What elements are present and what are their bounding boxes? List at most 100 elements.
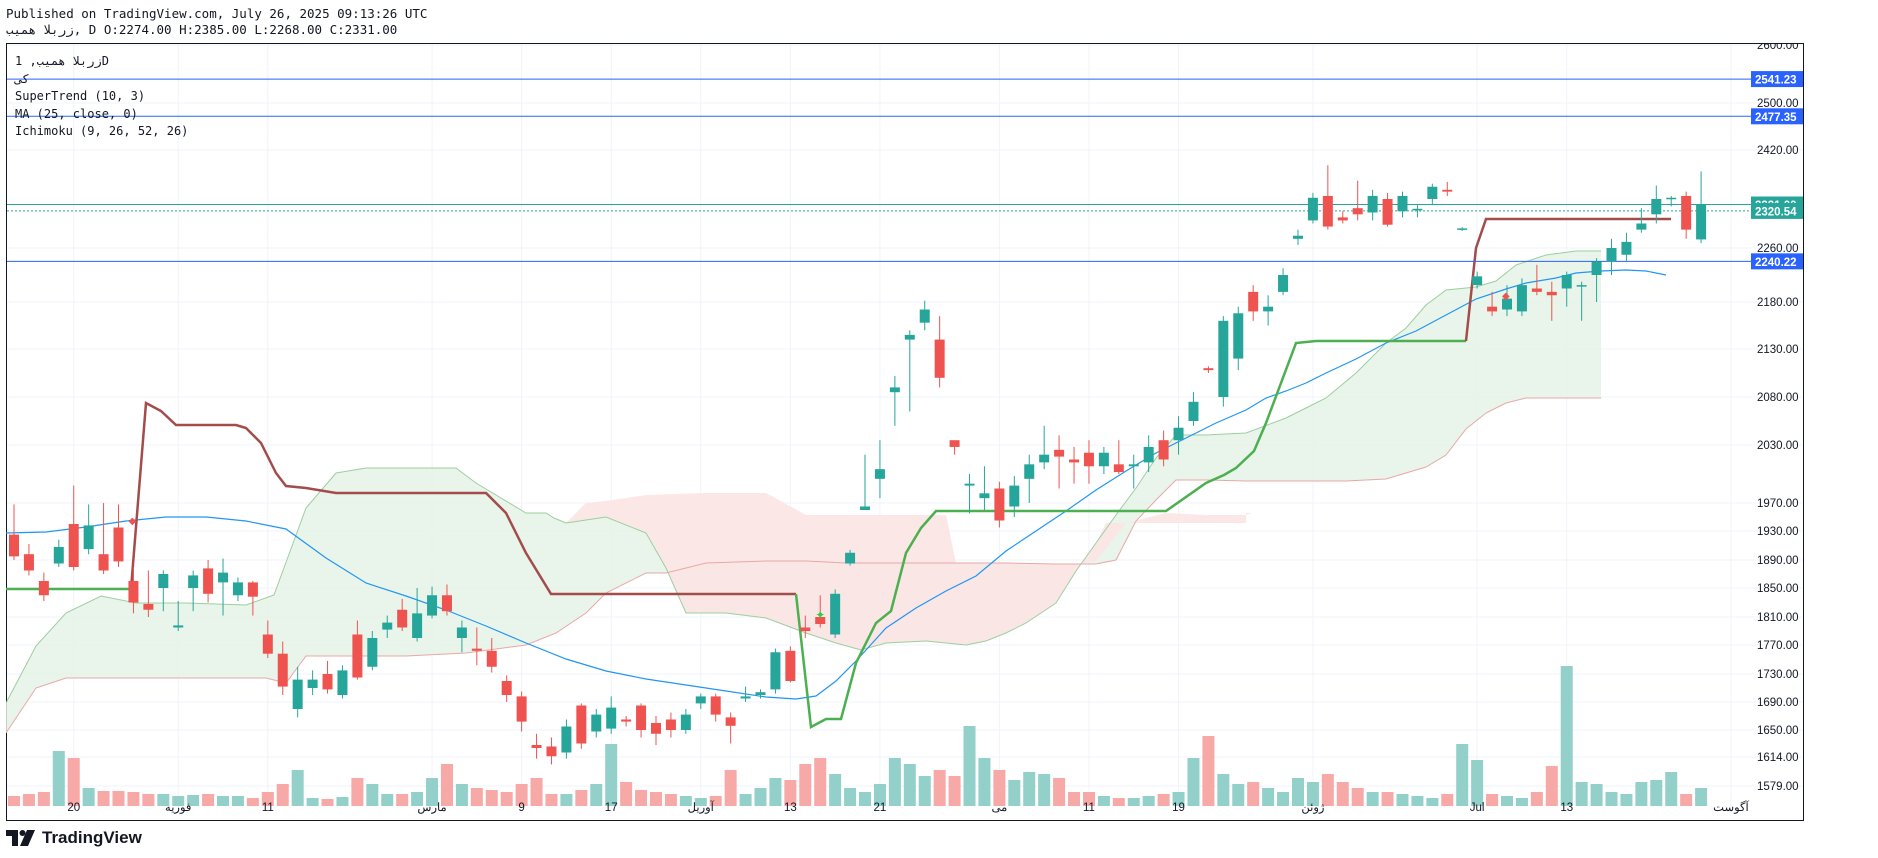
candle-body	[98, 554, 109, 571]
candle-body	[1352, 208, 1363, 215]
candle-body	[889, 387, 900, 393]
candle-body	[1621, 241, 1632, 255]
price-line-badge-label: 2320.54	[1755, 206, 1797, 218]
volume-bar	[411, 792, 424, 806]
ichimoku-cloud-area-bearish	[566, 493, 1251, 650]
volume-bar	[1053, 778, 1066, 806]
candle-body	[1188, 401, 1199, 421]
candle-body	[412, 613, 423, 638]
volume-bar	[261, 792, 274, 806]
candle-body	[1218, 320, 1229, 397]
candle-body	[1591, 261, 1602, 275]
tradingview-logo[interactable]: TradingView	[6, 827, 142, 849]
volume-bar	[1486, 794, 1499, 806]
y-axis-tick-label: 1810.00	[1757, 612, 1799, 624]
volume-bar	[1038, 774, 1051, 806]
volume-bar	[1530, 792, 1543, 806]
y-axis-tick-label: 1850.00	[1757, 583, 1799, 595]
candle-body	[964, 483, 975, 486]
volume-bar	[530, 778, 543, 806]
volume-bar	[948, 776, 961, 806]
volume-bar	[455, 784, 468, 806]
supertrend-sell-marker: ◆	[1502, 291, 1510, 302]
candle-body	[188, 575, 199, 588]
volume-bar	[1695, 788, 1708, 806]
ma-25-line	[6, 269, 1667, 700]
x-axis-tick-label: 19	[1172, 802, 1185, 814]
volume-bar	[1202, 736, 1215, 806]
candle-body	[1561, 275, 1572, 289]
x-axis-tick-label: 13	[784, 802, 797, 814]
x-axis-tick-label: 21	[874, 802, 887, 814]
volume-bar	[321, 799, 334, 806]
volume-bar	[1082, 792, 1095, 806]
candle-body	[636, 705, 647, 730]
candle-body	[397, 609, 408, 628]
candle-body	[710, 696, 721, 715]
candle-body	[1173, 427, 1184, 441]
y-axis-tick-label: 1579.00	[1757, 781, 1799, 793]
candle-body	[1606, 248, 1617, 262]
candle-body	[561, 726, 572, 753]
candle-body	[53, 546, 64, 564]
volume-bar	[635, 790, 648, 806]
candle-body	[1009, 485, 1020, 507]
candle-body	[1636, 223, 1647, 230]
candle-body	[1054, 449, 1065, 457]
candle-body	[725, 717, 736, 726]
candle-body	[337, 670, 348, 695]
candle-body	[665, 719, 676, 730]
volume-bar	[844, 788, 857, 806]
legend-ichimoku[interactable]: Ichimoku (9, 26, 52, 26)	[15, 124, 189, 138]
volume-bar	[246, 798, 259, 806]
candle-body	[755, 692, 766, 695]
x-axis-tick-label: 17	[605, 802, 618, 814]
candle-body	[1502, 298, 1512, 310]
volume-bar	[649, 792, 662, 806]
volume-bar	[172, 796, 185, 806]
candle-body	[322, 674, 333, 690]
volume-bar	[1306, 782, 1319, 806]
candle-body	[1382, 199, 1393, 225]
volume-bar	[1321, 774, 1334, 806]
candle-body	[1472, 276, 1483, 286]
candle-body	[1307, 197, 1318, 221]
volume-bar	[903, 764, 916, 806]
candle-body	[1397, 195, 1408, 212]
volume-bar	[605, 744, 618, 806]
candle-body	[218, 572, 229, 583]
candle-body	[1531, 288, 1542, 292]
ichimoku-span-b	[6, 397, 1601, 734]
volume-bar	[1396, 794, 1409, 806]
volume-bar	[888, 758, 901, 806]
legend-supertrend[interactable]: SuperTrend (10, 3)	[15, 89, 146, 103]
price-chart[interactable]: 1579.00 1614.00 1650.00 1690.00 1730.00 1770.…	[6, 43, 1804, 821]
volume-bar	[545, 794, 558, 806]
volume-bar	[1023, 772, 1036, 806]
volume-bar	[799, 764, 812, 806]
x-axis-tick-label: 13	[1560, 802, 1573, 814]
legend-ma[interactable]: MA (25, close, 0)	[15, 106, 138, 121]
volume-bar	[1635, 782, 1648, 806]
volume-bar	[978, 758, 991, 806]
candle-body	[367, 638, 378, 667]
candle-body	[576, 705, 587, 744]
candle-body	[1322, 195, 1333, 227]
volume-bar	[1441, 794, 1454, 806]
volume-bar	[127, 792, 140, 806]
price-line-badge	[1751, 108, 1803, 125]
candle-body	[262, 634, 273, 654]
volume-bar	[1008, 780, 1021, 806]
volume-bar	[336, 797, 349, 806]
volume-bar	[1560, 666, 1573, 806]
supertrend-sell-marker: ◆	[128, 516, 136, 527]
candle-body	[83, 525, 94, 550]
y-axis-tick-label: 1650.00	[1757, 725, 1799, 737]
volume-bar	[1620, 794, 1633, 806]
volume-bar	[1217, 774, 1230, 806]
candle-body	[680, 714, 691, 730]
ichimoku-span-a	[6, 250, 1601, 704]
volume-bar	[1142, 796, 1155, 806]
volume-bar	[1515, 798, 1528, 806]
volume-bar	[485, 790, 498, 806]
